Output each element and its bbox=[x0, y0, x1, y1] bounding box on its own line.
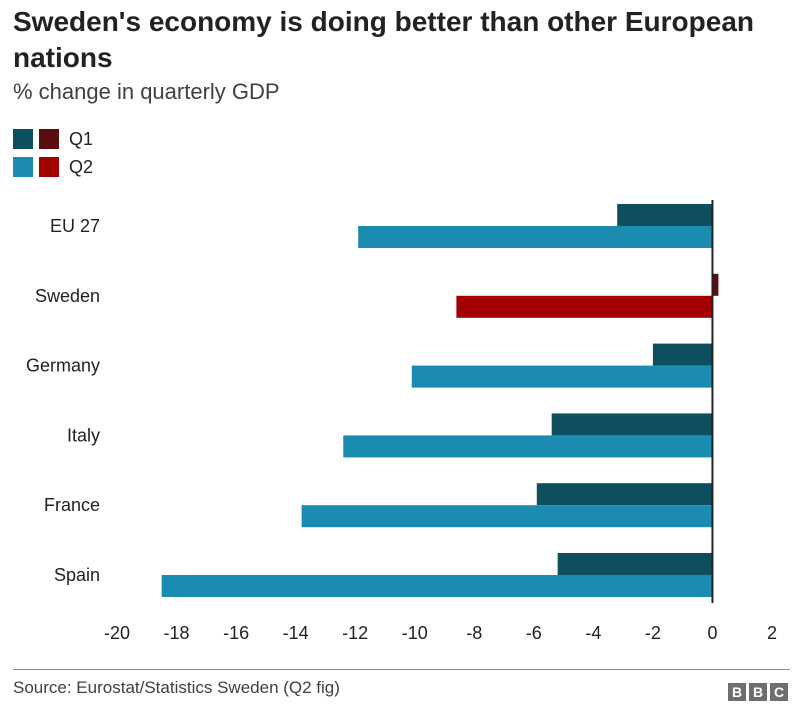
bar-q2-eu-27 bbox=[358, 226, 713, 248]
x-tick-label: -18 bbox=[164, 623, 190, 643]
chart-subtitle: % change in quarterly GDP bbox=[13, 79, 280, 104]
bar-q2-italy bbox=[343, 435, 713, 458]
footer-divider bbox=[13, 669, 790, 670]
bbc-logo-block: B bbox=[749, 683, 767, 701]
legend-swatch-q1 bbox=[13, 129, 33, 149]
bar-q1-eu-27 bbox=[617, 204, 713, 226]
bar-q1-sweden bbox=[712, 273, 719, 296]
bbc-logo-block: C bbox=[770, 683, 788, 701]
x-tick-label: -10 bbox=[402, 623, 428, 643]
legend-label-q2: Q2 bbox=[69, 156, 94, 177]
legend-swatch-q1-highlight bbox=[39, 129, 59, 149]
x-tick-label: -2 bbox=[645, 623, 661, 643]
legend-item-q1: Q1 bbox=[13, 128, 93, 150]
source-note: Source: Eurostat/Statistics Sweden (Q2 f… bbox=[13, 678, 340, 697]
bbc-logo-block: B bbox=[728, 683, 746, 701]
x-tick-label: -6 bbox=[526, 623, 542, 643]
legend-swatch-q2-highlight bbox=[39, 157, 59, 177]
bar-q1-germany bbox=[652, 343, 713, 366]
x-tick-label: -16 bbox=[223, 623, 249, 643]
legend: Q1 Q2 bbox=[13, 128, 93, 184]
category-label: Germany bbox=[26, 356, 100, 376]
bar-q2-sweden bbox=[456, 295, 713, 318]
category-label: France bbox=[44, 495, 100, 515]
bar-q2-spain bbox=[161, 575, 713, 597]
bar-q1-spain bbox=[557, 553, 713, 575]
x-tick-label: -8 bbox=[466, 623, 482, 643]
bbc-logo: B B C bbox=[728, 683, 788, 701]
x-tick-label: -20 bbox=[104, 623, 130, 643]
x-tick-label: 2 bbox=[767, 623, 777, 643]
bar-q2-germany bbox=[411, 365, 713, 388]
chart-title: Sweden's economy is doing better than ot… bbox=[13, 6, 754, 73]
category-label: Italy bbox=[67, 425, 100, 445]
category-label: Sweden bbox=[35, 286, 100, 306]
category-label: EU 27 bbox=[50, 216, 100, 236]
x-tick-label: -4 bbox=[585, 623, 601, 643]
bar-q1-italy bbox=[551, 413, 713, 436]
legend-item-q2: Q2 bbox=[13, 156, 93, 178]
x-tick-label: 0 bbox=[707, 623, 717, 643]
bar-q1-france bbox=[536, 483, 713, 506]
x-tick-label: -12 bbox=[342, 623, 368, 643]
category-label: Spain bbox=[54, 565, 100, 585]
legend-label-q1: Q1 bbox=[69, 128, 94, 149]
x-tick-label: -14 bbox=[283, 623, 309, 643]
bar-q2-france bbox=[301, 505, 713, 528]
legend-swatch-q2 bbox=[13, 157, 33, 177]
